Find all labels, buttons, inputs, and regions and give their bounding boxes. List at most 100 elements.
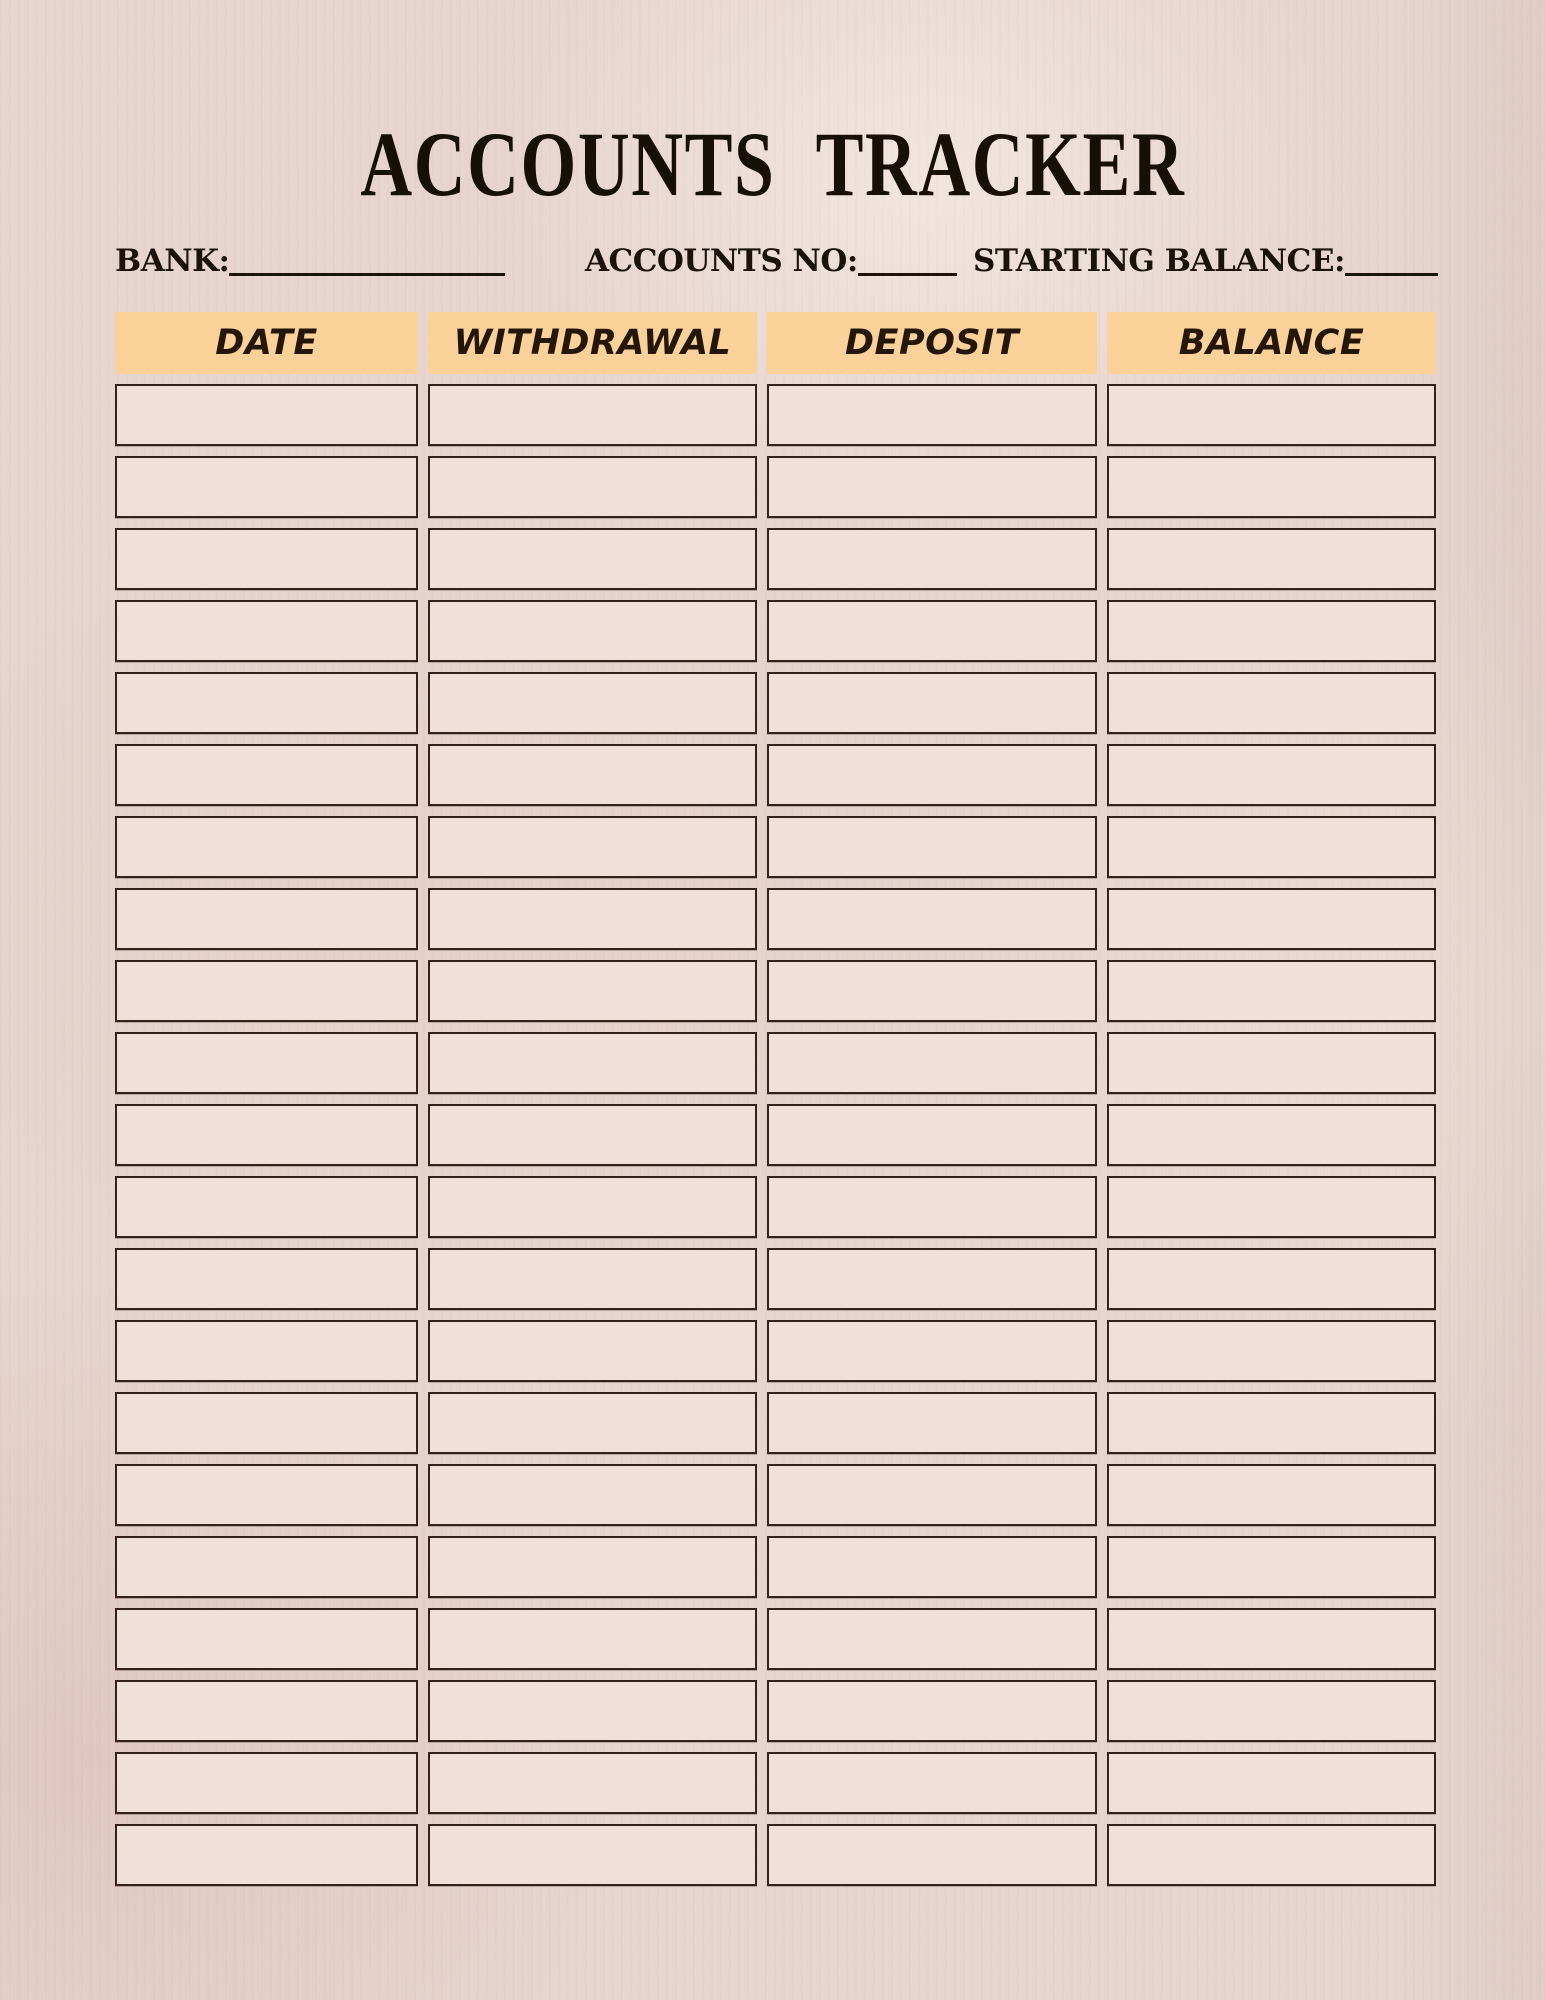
table-cell-row21-withdrawal[interactable] — [428, 1824, 757, 1886]
table-cell-row10-withdrawal[interactable] — [428, 1032, 757, 1094]
table-cell-row21-balance[interactable] — [1107, 1824, 1436, 1886]
table-cell-row11-balance[interactable] — [1107, 1104, 1436, 1166]
table-cell-row3-deposit[interactable] — [767, 528, 1097, 590]
table-cell-row19-balance[interactable] — [1107, 1680, 1436, 1742]
table-cell-row4-date[interactable] — [115, 600, 418, 662]
table-cell-row2-date[interactable] — [115, 456, 418, 518]
starting-balance-input-line[interactable] — [1344, 266, 1438, 276]
table-cell-row9-deposit[interactable] — [767, 960, 1097, 1022]
table-cell-row6-withdrawal[interactable] — [428, 744, 757, 806]
table-cell-row16-date[interactable] — [115, 1464, 418, 1526]
table-cell-row7-withdrawal[interactable] — [428, 816, 757, 878]
table-cell-row15-balance[interactable] — [1107, 1392, 1436, 1454]
table-cell-row3-withdrawal[interactable] — [428, 528, 757, 590]
table-cell-row3-balance[interactable] — [1107, 528, 1436, 590]
bank-input-line[interactable] — [229, 266, 505, 276]
column-header-balance: BALANCE — [1107, 312, 1436, 374]
table-cell-row16-deposit[interactable] — [767, 1464, 1097, 1526]
table-cell-row6-balance[interactable] — [1107, 744, 1436, 806]
table-cell-row11-date[interactable] — [115, 1104, 418, 1166]
table-cell-row19-withdrawal[interactable] — [428, 1680, 757, 1742]
table-cell-row4-deposit[interactable] — [767, 600, 1097, 662]
table-cell-row17-withdrawal[interactable] — [428, 1536, 757, 1598]
column-header-date: DATE — [115, 312, 418, 374]
starting-balance-field: STARTING BALANCE: — [973, 243, 1438, 279]
table-cell-row14-balance[interactable] — [1107, 1320, 1436, 1382]
table-cell-row9-balance[interactable] — [1107, 960, 1436, 1022]
table-cell-row12-balance[interactable] — [1107, 1176, 1436, 1238]
table-cell-row11-deposit[interactable] — [767, 1104, 1097, 1166]
table-cell-row2-balance[interactable] — [1107, 456, 1436, 518]
table-cell-row15-date[interactable] — [115, 1392, 418, 1454]
table-cell-row6-deposit[interactable] — [767, 744, 1097, 806]
table-cell-row14-withdrawal[interactable] — [428, 1320, 757, 1382]
table-cell-row14-date[interactable] — [115, 1320, 418, 1382]
table-cell-row10-date[interactable] — [115, 1032, 418, 1094]
table-cell-row7-date[interactable] — [115, 816, 418, 878]
page-title: ACCOUNTS TRACKER — [360, 113, 1185, 215]
table-cell-row1-balance[interactable] — [1107, 384, 1436, 446]
table-cell-row1-date[interactable] — [115, 384, 418, 446]
bank-label: BANK: — [115, 243, 230, 279]
account-info-row: BANK: ACCOUNTS NO: STARTING BALANCE: — [115, 243, 1438, 279]
table-cell-row5-balance[interactable] — [1107, 672, 1436, 734]
table-cell-row21-deposit[interactable] — [767, 1824, 1097, 1886]
table-cell-row4-withdrawal[interactable] — [428, 600, 757, 662]
table-cell-row14-deposit[interactable] — [767, 1320, 1097, 1382]
table-cell-row2-deposit[interactable] — [767, 456, 1097, 518]
table-cell-row8-deposit[interactable] — [767, 888, 1097, 950]
account-no-input-line[interactable] — [857, 266, 957, 276]
table-cell-row18-withdrawal[interactable] — [428, 1608, 757, 1670]
table-cell-row20-deposit[interactable] — [767, 1752, 1097, 1814]
table-cell-row18-date[interactable] — [115, 1608, 418, 1670]
table-cell-row18-balance[interactable] — [1107, 1608, 1436, 1670]
table-cell-row18-deposit[interactable] — [767, 1608, 1097, 1670]
table-cell-row20-date[interactable] — [115, 1752, 418, 1814]
table-cell-row20-balance[interactable] — [1107, 1752, 1436, 1814]
table-cell-row5-date[interactable] — [115, 672, 418, 734]
table-cell-row17-deposit[interactable] — [767, 1536, 1097, 1598]
table-cell-row19-date[interactable] — [115, 1680, 418, 1742]
table-cell-row13-withdrawal[interactable] — [428, 1248, 757, 1310]
table-cell-row19-deposit[interactable] — [767, 1680, 1097, 1742]
table-cell-row3-date[interactable] — [115, 528, 418, 590]
table-cell-row13-date[interactable] — [115, 1248, 418, 1310]
table-cell-row5-deposit[interactable] — [767, 672, 1097, 734]
table-cell-row13-balance[interactable] — [1107, 1248, 1436, 1310]
table-cell-row9-date[interactable] — [115, 960, 418, 1022]
account-no-label: ACCOUNTS NO: — [585, 243, 858, 279]
page-title-wrap: ACCOUNTS TRACKER — [0, 118, 1545, 210]
table-cell-row11-withdrawal[interactable] — [428, 1104, 757, 1166]
table-cell-row12-withdrawal[interactable] — [428, 1176, 757, 1238]
table-cell-row10-deposit[interactable] — [767, 1032, 1097, 1094]
table-cell-row8-withdrawal[interactable] — [428, 888, 757, 950]
table-cell-row5-withdrawal[interactable] — [428, 672, 757, 734]
table-cell-row16-withdrawal[interactable] — [428, 1464, 757, 1526]
table-cell-row13-deposit[interactable] — [767, 1248, 1097, 1310]
table-cell-row1-deposit[interactable] — [767, 384, 1097, 446]
table-cell-row10-balance[interactable] — [1107, 1032, 1436, 1094]
accounts-table: DATE WITHDRAWAL DEPOSIT BALANCE — [115, 312, 1436, 1886]
column-header-deposit: DEPOSIT — [767, 312, 1097, 374]
starting-balance-label: STARTING BALANCE: — [973, 243, 1345, 279]
table-cell-row8-balance[interactable] — [1107, 888, 1436, 950]
table-cell-row1-withdrawal[interactable] — [428, 384, 757, 446]
table-cell-row7-balance[interactable] — [1107, 816, 1436, 878]
table-cell-row20-withdrawal[interactable] — [428, 1752, 757, 1814]
table-cell-row8-date[interactable] — [115, 888, 418, 950]
table-cell-row12-deposit[interactable] — [767, 1176, 1097, 1238]
table-cell-row17-date[interactable] — [115, 1536, 418, 1598]
table-cell-row21-date[interactable] — [115, 1824, 418, 1886]
table-cell-row16-balance[interactable] — [1107, 1464, 1436, 1526]
table-cell-row4-balance[interactable] — [1107, 600, 1436, 662]
table-cell-row9-withdrawal[interactable] — [428, 960, 757, 1022]
table-cell-row7-deposit[interactable] — [767, 816, 1097, 878]
table-cell-row15-withdrawal[interactable] — [428, 1392, 757, 1454]
table-cell-row17-balance[interactable] — [1107, 1536, 1436, 1598]
table-cell-row15-deposit[interactable] — [767, 1392, 1097, 1454]
table-cell-row6-date[interactable] — [115, 744, 418, 806]
column-header-withdrawal: WITHDRAWAL — [428, 312, 757, 374]
table-cell-row2-withdrawal[interactable] — [428, 456, 757, 518]
table-cell-row12-date[interactable] — [115, 1176, 418, 1238]
